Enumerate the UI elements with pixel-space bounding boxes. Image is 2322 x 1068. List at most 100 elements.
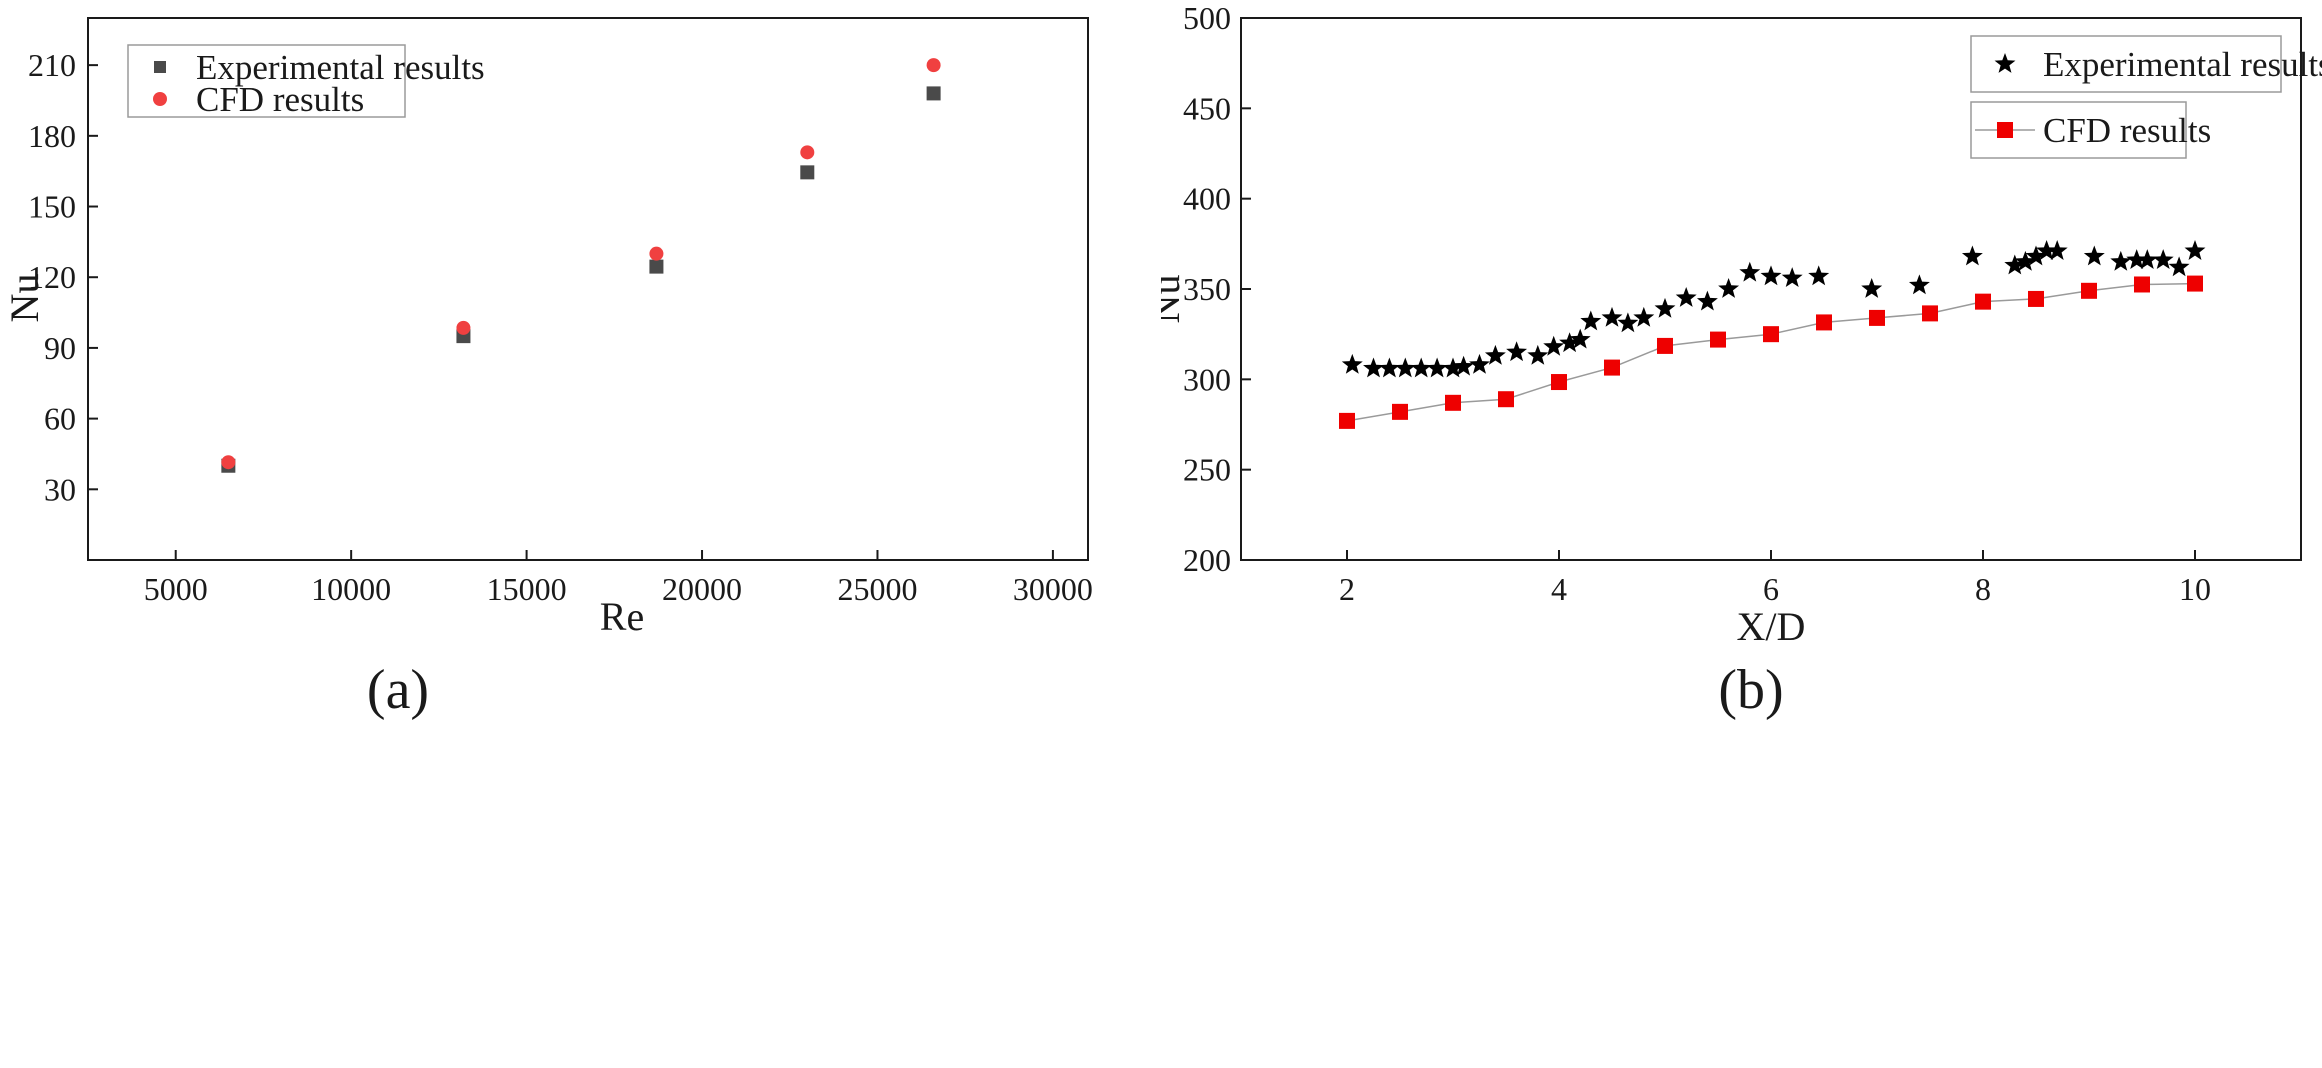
x-axis-label-b: X/D <box>1737 604 1806 649</box>
experimental-point <box>1808 265 1830 286</box>
cfd-point <box>2134 276 2150 293</box>
experimental-point <box>1696 290 1718 311</box>
y-tick-label: 60 <box>44 401 76 437</box>
chart-panel-b: 2 4 6 8 10 200 250 300 350 400 450 500 X/D Nu Expe… <box>1161 0 2322 1068</box>
experimental-point <box>1760 265 1782 286</box>
experimental-point <box>2025 245 2047 266</box>
experimental-point <box>1394 357 1416 378</box>
cfd-point <box>1710 331 1726 348</box>
experimental-point <box>2136 249 2158 269</box>
experimental-point <box>2014 250 2036 271</box>
experimental-point <box>1633 306 1655 327</box>
experimental-point <box>1559 332 1581 353</box>
y-tick-label: 250 <box>1183 452 1231 488</box>
cfd-point <box>1604 359 1620 376</box>
experimental-point <box>1453 355 1475 376</box>
experimental-point <box>1426 357 1448 378</box>
experimental-point <box>1601 306 1623 327</box>
x-ticks-b: 2 4 6 8 10 <box>1339 550 2211 607</box>
data-marks-b <box>1339 240 2206 429</box>
experimental-point <box>1442 357 1464 378</box>
y-tick-label: 450 <box>1183 90 1231 126</box>
legend-a: Experimental results CFD results <box>127 44 485 119</box>
legend-box-experimental <box>1970 35 2282 93</box>
chart-b-svg: 2 4 6 8 10 200 250 300 350 400 450 500 X/D Nu Expe… <box>1161 0 2322 721</box>
legend-label-cfd: CFD results <box>2043 111 2211 150</box>
experimental-point <box>1378 357 1400 378</box>
cfd-point <box>1922 305 1938 322</box>
chart-a-svg: 5000 10000 15000 20000 25000 30000 30 60 90 120 1… <box>2 17 1093 721</box>
experimental-point <box>1675 287 1697 307</box>
y-tick-label: 120 <box>28 259 76 295</box>
y-tick-label: 200 <box>1183 542 1231 578</box>
panel-label-b: (b) <box>1718 659 1783 721</box>
experimental-point <box>2110 250 2132 271</box>
experimental-point <box>2046 240 2068 260</box>
experimental-point <box>1469 353 1490 374</box>
experimental-point <box>1484 344 1506 365</box>
legend-marker-experimental <box>1994 53 2016 73</box>
experimental-point <box>1410 357 1432 378</box>
y-tick-label: 90 <box>44 330 76 366</box>
cfd-point <box>2187 275 2203 292</box>
legend-marker-experimental-a <box>154 61 166 73</box>
cfd-point <box>1975 293 1991 310</box>
y-ticks-b: 200 250 300 350 400 450 500 <box>1183 0 1251 578</box>
y-tick-label: 300 <box>1183 361 1231 397</box>
legend-label-experimental: Experimental results <box>2043 45 2322 84</box>
experimental-point <box>1718 278 1740 298</box>
legend-marker-cfd-a <box>153 92 167 106</box>
experimental-point <box>2004 254 2026 275</box>
y-tick-label: 210 <box>28 47 76 83</box>
experimental-point <box>2152 249 2174 269</box>
experimental-point <box>1861 278 1883 298</box>
experimental-point <box>1617 312 1639 333</box>
cfd-point <box>1445 394 1461 411</box>
cfd-point <box>1869 309 1885 326</box>
x-tick-label: 20000 <box>662 571 742 607</box>
cfd-point <box>1816 314 1832 331</box>
cfd-point <box>456 320 471 335</box>
experimental-point <box>1569 328 1591 349</box>
cfd-point <box>1657 337 1673 354</box>
experimental-point <box>1781 267 1803 288</box>
experimental-point <box>2036 240 2058 260</box>
cfd-point <box>1392 403 1408 420</box>
experimental-point <box>1908 274 1930 295</box>
experimental-point <box>2126 249 2148 269</box>
cfd-point <box>2081 282 2097 299</box>
y-ticks-a: 30 60 90 120 150 180 210 <box>28 47 98 507</box>
x-tick-label: 10000 <box>311 571 391 607</box>
panel-label-a: (a) <box>367 659 429 721</box>
x-tick-label: 2 <box>1339 571 1355 607</box>
x-tick-label: 8 <box>1975 571 1991 607</box>
y-axis-label-a: Nu <box>2 274 47 323</box>
x-axis-label-a: Re <box>600 594 644 639</box>
cfd-point <box>1339 412 1355 429</box>
cfd-point <box>649 246 664 261</box>
legend-b: Experimental results CFD results <box>1970 35 2322 159</box>
experimental-point <box>1341 353 1363 374</box>
experimental-point <box>1543 335 1565 356</box>
experimental-point <box>1961 245 1983 266</box>
legend-box-a <box>127 44 406 118</box>
y-tick-label: 350 <box>1183 271 1231 307</box>
chart-panel-a: 5000 10000 15000 20000 25000 30000 30 60 90 120 1… <box>2 17 1093 721</box>
y-tick-label: 500 <box>1183 0 1231 36</box>
experimental-point <box>926 86 941 101</box>
legend-label-cfd-a: CFD results <box>196 80 364 119</box>
experimental-point <box>1654 297 1676 318</box>
experimental-point <box>649 259 664 274</box>
x-tick-label: 25000 <box>837 571 917 607</box>
cfd-point <box>1498 391 1514 408</box>
experimental-point <box>2184 240 2206 260</box>
experimental-point <box>2083 245 2105 266</box>
experimental-point <box>2168 256 2190 277</box>
experimental-point <box>1739 261 1761 282</box>
cfd-point <box>1551 374 1567 391</box>
data-marks-a <box>221 58 941 473</box>
cfd-point <box>800 145 815 160</box>
plot-frame-a <box>87 17 1089 561</box>
y-tick-label: 150 <box>28 189 76 225</box>
x-tick-label: 6 <box>1763 571 1779 607</box>
